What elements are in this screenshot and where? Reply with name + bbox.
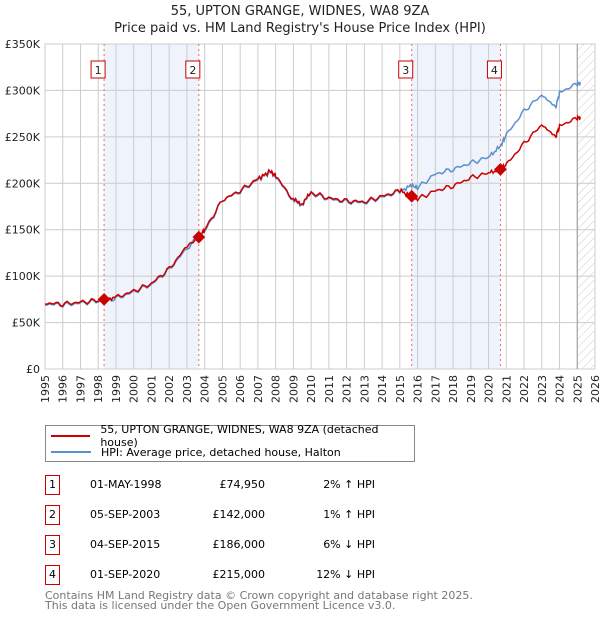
legend-hpi: HPI: Average price, detached house, Halt…	[101, 445, 341, 459]
sale-point-4	[494, 162, 507, 176]
x-tick-label: 2014	[376, 375, 389, 403]
legend-red-line	[51, 435, 91, 437]
sale-label-3: 3	[402, 64, 409, 77]
legend-blue-line	[51, 451, 91, 453]
x-tick-label: 2023	[536, 375, 549, 403]
footer-licence: This data is licensed under the Open Gov…	[45, 599, 396, 612]
legend: 55, UPTON GRANGE, WIDNES, WA8 9ZA (detac…	[45, 423, 415, 462]
sale-price: £142,000	[212, 508, 266, 521]
sale-hpi-diff: 2% ↑ HPI	[323, 478, 375, 491]
x-tick-label: 2006	[234, 375, 247, 403]
x-tick-label: 2012	[341, 375, 354, 403]
sale-row: 4 01-SEP-2020 £215,000 12% ↓ HPI	[45, 565, 375, 585]
x-tick-label: 2008	[270, 375, 283, 403]
sale-row: 3 04-SEP-2015 £186,000 6% ↓ HPI	[45, 535, 375, 555]
y-tick-label: £150K	[5, 224, 41, 237]
sale-price: £186,000	[212, 538, 266, 551]
x-tick-label: 1997	[74, 375, 87, 403]
x-tick-label: 2005	[216, 375, 229, 403]
price-chart: 1995 1996 1997 1998 1999 2000 2001 2002 2003 2004…	[5, 38, 600, 403]
y-tick-label: £0	[26, 363, 40, 376]
sale-label-2: 2	[189, 64, 196, 77]
x-tick-label: 2020	[483, 375, 496, 403]
y-tick-label: £350K	[5, 38, 41, 51]
sale-point-1	[97, 293, 111, 306]
x-tick-label: 2026	[589, 375, 600, 403]
y-tick-label: £100K	[5, 270, 41, 283]
x-tick-label: 2021	[500, 375, 513, 403]
x-tick-label: 2011	[323, 375, 336, 403]
sale-label-4: 4	[491, 64, 498, 77]
plot-frame	[44, 43, 596, 370]
x-tick-label: 1995	[39, 375, 52, 403]
sale-date: 04-SEP-2015	[90, 538, 161, 551]
sale-label-box-1	[90, 60, 106, 79]
y-tick-label: £250K	[5, 131, 41, 144]
x-tick-label: 2010	[305, 375, 318, 403]
sale-label-1: 1	[95, 64, 102, 77]
x-tick-label: 1999	[110, 375, 123, 403]
sale-hpi-diff: 6% ↓ HPI	[323, 538, 375, 551]
x-tick-label: 2018	[447, 375, 460, 403]
x-tick-label: 2013	[358, 375, 371, 403]
x-tick-label: 2024	[554, 375, 567, 403]
x-tick-label: 2019	[465, 375, 478, 403]
x-tick-label: 2004	[199, 375, 212, 403]
x-tick-label: 2016	[412, 375, 425, 403]
sale-number: 1	[45, 475, 60, 495]
y-tick-label: £50K	[12, 317, 41, 330]
sale-row: 2 05-SEP-2003 £142,000 1% ↑ HPI	[45, 505, 375, 525]
sale-date: 01-MAY-1998	[90, 478, 162, 491]
x-tick-label: 2025	[571, 375, 584, 403]
x-tick-label: 2001	[145, 375, 158, 403]
x-tick-label: 1998	[92, 375, 105, 403]
sale-hpi-diff: 12% ↓ HPI	[316, 568, 375, 581]
forecast-hatch	[577, 44, 595, 369]
sale-row: 1 01-MAY-1998 £74,950 2% ↑ HPI	[45, 475, 375, 495]
footer-copyright: Contains HM Land Registry data © Crown c…	[45, 589, 473, 602]
sale-label-box-4	[486, 60, 502, 79]
x-tick-label: 2000	[128, 375, 141, 403]
x-tick-label: 2002	[163, 375, 176, 403]
sale-date: 05-SEP-2003	[90, 508, 161, 521]
sale-price: £74,950	[219, 478, 266, 491]
sale-label-box-2	[185, 60, 201, 79]
x-tick-label: 2017	[429, 375, 442, 403]
sale-label-box-3	[398, 60, 414, 79]
sale-number: 4	[45, 565, 60, 585]
x-tick-label: 2015	[394, 375, 407, 403]
y-tick-label: £200K	[5, 177, 41, 190]
legend-property: 55, UPTON GRANGE, WIDNES, WA8 9ZA (detac…	[100, 423, 379, 449]
footer: Contains HM Land Registry data © Crown c…	[45, 589, 473, 612]
sale-number: 2	[45, 505, 60, 525]
sale-point-2	[192, 230, 206, 244]
x-tick-label: 1996	[57, 375, 70, 403]
x-tick-label: 2009	[287, 375, 300, 403]
x-tick-label: 2022	[518, 375, 531, 403]
sale-number: 3	[45, 535, 60, 555]
sale-hpi-diff: 1% ↑ HPI	[323, 508, 375, 521]
sale-date: 01-SEP-2020	[90, 568, 161, 581]
shaded-period-2	[411, 44, 501, 369]
chart-title: 55, UPTON GRANGE, WIDNES, WA8 9ZA	[170, 4, 430, 19]
x-tick-label: 2003	[181, 375, 194, 403]
chart-subtitle: Price paid vs. HM Land Registry's House …	[114, 21, 486, 36]
x-tick-label: 2007	[252, 375, 265, 403]
sale-price: £215,000	[212, 568, 266, 581]
y-tick-label: £300K	[5, 84, 41, 97]
sale-point-3	[405, 189, 419, 203]
